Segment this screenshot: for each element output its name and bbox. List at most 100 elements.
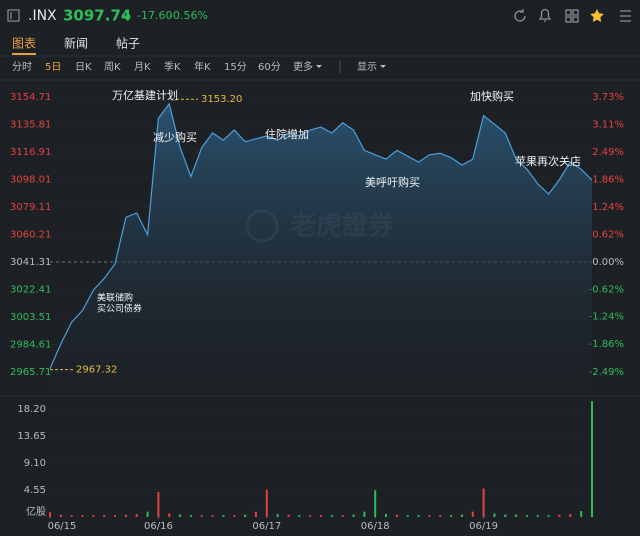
period-button[interactable]: 月K	[134, 61, 151, 73]
volume-bar	[439, 515, 442, 517]
volume-bar	[200, 515, 203, 517]
volume-bar	[515, 514, 518, 517]
event-annotation: 苹果再次关店	[515, 154, 581, 168]
volume-bar	[59, 514, 62, 517]
y2-tick-label: 3.73%	[592, 92, 624, 103]
volume-bar	[287, 514, 290, 517]
period-button[interactable]: 周K	[104, 61, 121, 73]
period-button[interactable]: 季K	[164, 61, 181, 73]
period-button-active[interactable]: 5日	[45, 62, 61, 73]
volume-bar	[417, 515, 420, 517]
y-tick-label: 13.65	[17, 431, 46, 442]
volume-bar	[320, 515, 322, 517]
y-tick-label: 2965.71	[10, 367, 51, 378]
y2-tick-label: 1.86%	[592, 175, 624, 186]
period-button[interactable]: 日K	[75, 62, 92, 73]
low-label: 2967.32	[76, 365, 117, 376]
x-tick-label: 06/19	[469, 521, 498, 532]
volume-bar	[580, 511, 583, 517]
period-button[interactable]: 60分	[258, 61, 281, 73]
volume-bar	[493, 513, 496, 517]
change-percent: -0.56%	[169, 9, 208, 22]
tab-underline	[12, 53, 36, 55]
volume-bar	[450, 515, 453, 517]
volume-bar	[146, 511, 149, 517]
volume-bar	[179, 514, 182, 517]
y-tick-label: 3022.41	[10, 285, 51, 296]
volume-bar	[330, 515, 333, 517]
tab-chart[interactable]: 图表	[12, 37, 36, 51]
volume-bar	[525, 515, 528, 517]
y-tick-label: 4.55	[24, 485, 46, 496]
volume-bar	[189, 515, 192, 517]
menu-icon[interactable]	[620, 10, 631, 22]
volume-bar	[265, 489, 268, 517]
change: -17.60	[137, 9, 172, 22]
volume-bar	[103, 515, 106, 517]
volume-bar	[70, 515, 73, 517]
volume-bar	[471, 511, 474, 517]
volume-bar	[244, 514, 247, 517]
volume-bar	[352, 514, 355, 517]
period-button[interactable]: 分时	[12, 61, 32, 73]
y-tick-label: 9.10	[24, 458, 46, 469]
event-annotation: 美联储购	[97, 292, 133, 304]
symbol: .INX	[28, 8, 57, 24]
alert-icon[interactable]	[538, 8, 552, 22]
volume-bar	[374, 490, 377, 517]
volume-bar	[395, 514, 398, 517]
display-button[interactable]: 显示	[357, 61, 377, 73]
y2-tick-label: 1.24%	[592, 202, 624, 213]
volume-bar	[233, 515, 236, 517]
y2-tick-label: 0.00%	[592, 257, 624, 268]
volume-bar	[504, 514, 507, 517]
more-button[interactable]: 更多	[293, 60, 313, 73]
volume-bar	[298, 515, 301, 517]
y-tick-label: 3116.91	[10, 147, 51, 158]
x-tick-label: 06/17	[252, 521, 281, 532]
volume-bar	[536, 515, 539, 517]
y-tick-label: 3079.11	[10, 202, 51, 213]
y2-tick-label: 3.11%	[592, 119, 624, 130]
volume-bar	[92, 515, 95, 517]
volume-bar	[222, 515, 225, 517]
volume-bar	[114, 515, 117, 517]
volume-bar	[157, 492, 160, 517]
volume-bar	[406, 515, 409, 517]
dropdown-caret	[380, 65, 386, 68]
period-button[interactable]: 15分	[224, 61, 247, 73]
y-tick-label: 3003.51	[10, 312, 51, 323]
x-tick-label: 06/16	[144, 521, 173, 532]
tab-news[interactable]: 新闻	[64, 36, 88, 51]
y-tick-label: 亿股	[26, 505, 46, 518]
favorite-star[interactable]	[590, 9, 604, 22]
tab-posts[interactable]: 帖子	[116, 36, 140, 51]
volume-bar	[341, 515, 344, 517]
volume-bar	[385, 514, 388, 517]
volume-bar	[254, 511, 257, 517]
x-tick-label: 06/18	[361, 521, 390, 532]
y-tick-label: 3041.31	[10, 257, 51, 268]
y-tick-label: 3060.21	[10, 230, 51, 241]
refresh-icon[interactable]	[514, 9, 526, 22]
volume-bar	[309, 515, 312, 517]
event-annotation: 美呼吁购买	[365, 175, 420, 189]
period-button[interactable]: 年K	[194, 60, 211, 73]
y2-tick-label: -2.49%	[589, 367, 624, 378]
volume-bar	[482, 488, 485, 517]
high-label: 3153.20	[201, 94, 242, 105]
volume-bar	[569, 514, 572, 517]
event-annotation: 减少购买	[153, 130, 197, 144]
volume-bar	[124, 514, 127, 517]
event-annotation: 住院增加	[265, 127, 309, 141]
price-area	[50, 103, 592, 395]
volume-bar	[591, 401, 593, 517]
y-tick-label: 3098.01	[10, 175, 51, 186]
y2-tick-label: -0.62%	[589, 284, 624, 295]
panel-icon[interactable]	[7, 9, 20, 22]
y-tick-label: 18.20	[17, 404, 46, 415]
volume-bar	[49, 512, 51, 517]
grid-icon[interactable]	[565, 9, 579, 23]
y-tick-label: 3135.81	[10, 120, 51, 131]
